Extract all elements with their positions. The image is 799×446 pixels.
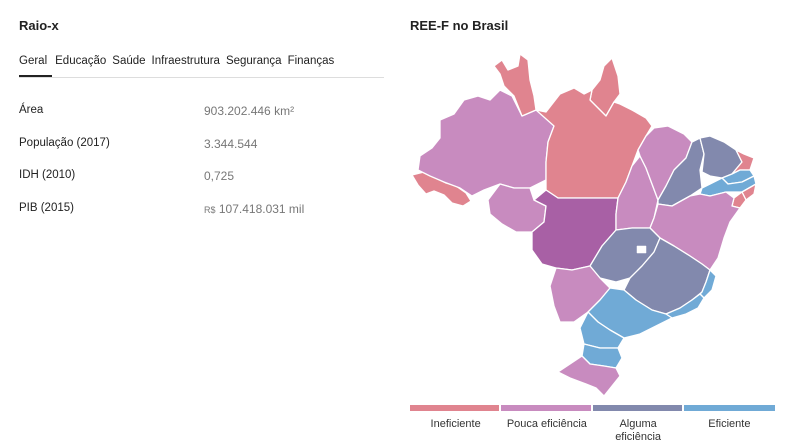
stat-label: População (2017)	[19, 136, 110, 149]
tab-seguranca[interactable]: Segurança	[225, 55, 282, 67]
tab-financas[interactable]: Finanças	[287, 55, 335, 67]
state-df[interactable]	[636, 245, 647, 254]
tab-saude[interactable]: Saúde	[112, 55, 146, 67]
stat-value: 3.344.544	[204, 136, 258, 151]
legend-swatch	[501, 405, 591, 411]
map-title: REE-F no Brasil	[410, 18, 509, 33]
state-rr[interactable]	[493, 53, 537, 117]
tab-geral[interactable]: Geral	[19, 53, 53, 77]
pib-amount: 107.418.031 mil	[218, 201, 305, 216]
legend-swatch	[592, 405, 682, 411]
tab-bar: Geral Educação Saúde Infraestrutura Segu…	[19, 53, 384, 78]
legend-label: Pouca eficiência	[506, 418, 587, 430]
legend-label: Ineficiente	[430, 418, 481, 430]
legend-label: Alguma eficiência	[615, 418, 662, 443]
tab-infraestrutura[interactable]: Infraestrutura	[151, 55, 220, 67]
stat-row-pib: PIB (2015) R$ 107.418.031 mil	[19, 202, 384, 235]
stat-value: 0,725	[204, 169, 235, 183]
stat-label: PIB (2015)	[19, 201, 74, 214]
stat-label: Área	[19, 104, 44, 116]
legend-swatch	[683, 405, 775, 411]
stat-value: 903.202.446 km²	[204, 104, 295, 118]
legend-alguma-eficiencia[interactable]: Alguma eficiência	[592, 405, 684, 444]
legend-label: Eficiente	[708, 418, 751, 430]
brazil-map	[411, 53, 757, 397]
legend-pouca-eficiencia[interactable]: Pouca eficiência	[501, 405, 592, 444]
map-legend: Ineficiente Pouca eficiência Alguma efic…	[410, 405, 775, 444]
tab-educacao[interactable]: Educação	[55, 55, 107, 67]
stat-row-area: Área 903.202.446 km²	[19, 104, 384, 137]
stat-label: IDH (2010)	[19, 169, 76, 181]
state-es[interactable]	[699, 269, 717, 299]
stat-row-idh: IDH (2010) 0,725	[19, 169, 384, 202]
stat-value: R$ 107.418.031 mil	[204, 202, 304, 216]
raio-x-title: Raio-x	[19, 18, 59, 33]
currency-symbol: R$	[204, 204, 216, 215]
stat-row-populacao: População (2017) 3.344.544	[19, 137, 384, 170]
state-rs[interactable]	[557, 355, 621, 397]
legend-eficiente[interactable]: Eficiente	[683, 405, 775, 444]
map-panel: REE-F no Brasil	[410, 18, 775, 446]
legend-ineficiente[interactable]: Ineficiente	[410, 405, 501, 444]
raio-x-panel: Raio-x Geral Educação Saúde Infraestrutu…	[19, 18, 384, 234]
state-ro[interactable]	[487, 183, 547, 233]
stats-table: Área 903.202.446 km² População (2017) 3.…	[19, 104, 384, 234]
legend-swatch	[410, 405, 500, 411]
